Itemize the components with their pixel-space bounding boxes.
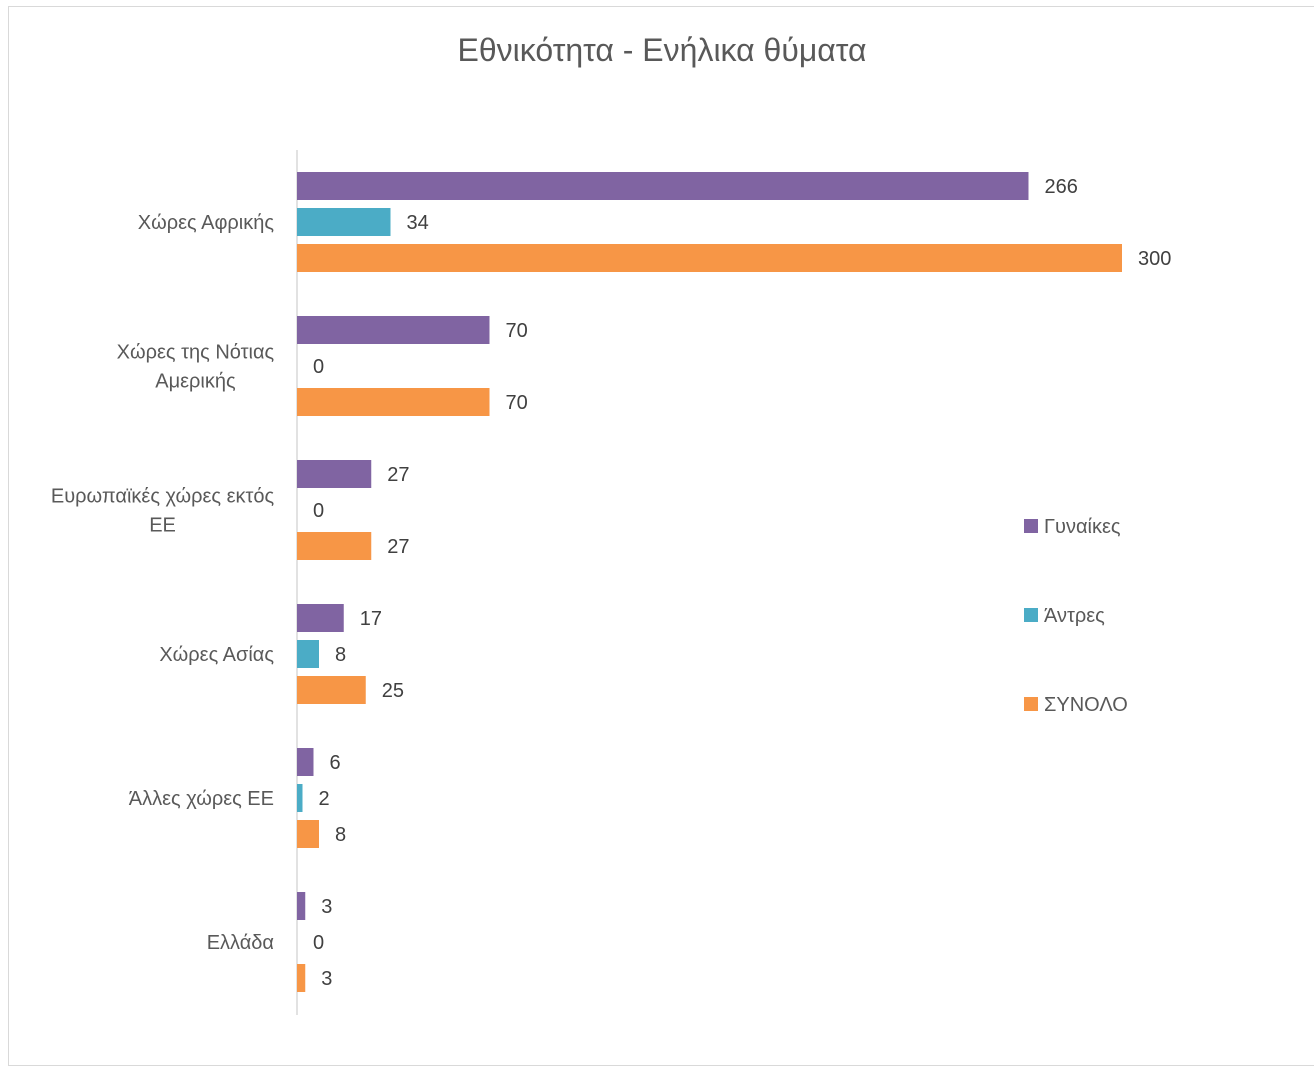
- category-label-2-1: ΕΕ: [149, 515, 176, 537]
- data-label-2-1: 0: [313, 500, 324, 522]
- data-label-3-0: 17: [360, 608, 382, 630]
- data-label-3-2: 25: [382, 680, 404, 702]
- category-label-5-0: Ελλάδα: [207, 932, 274, 954]
- data-label-5-2: 3: [321, 968, 332, 990]
- data-label-1-0: 70: [506, 320, 528, 342]
- legend-swatch-2: [1024, 697, 1038, 711]
- bar-0-1: [297, 208, 391, 236]
- data-label-2-2: 27: [387, 536, 409, 558]
- bars: [297, 172, 1122, 992]
- bar-5-0: [297, 892, 306, 920]
- data-label-2-0: 27: [387, 464, 409, 486]
- data-label-4-2: 8: [335, 824, 346, 846]
- legend-label-2: ΣΥΝΟΛΟ: [1044, 694, 1128, 716]
- data-label-0-1: 34: [407, 212, 429, 234]
- legend-swatch-0: [1024, 519, 1038, 533]
- data-label-3-1: 8: [335, 644, 346, 666]
- data-label-5-1: 0: [313, 932, 324, 954]
- data-label-1-1: 0: [313, 356, 324, 378]
- bar-3-1: [297, 640, 319, 668]
- data-label-5-0: 3: [321, 896, 332, 918]
- category-label-4-0: Άλλες χώρες ΕΕ: [129, 788, 274, 810]
- bar-1-0: [297, 316, 490, 344]
- data-label-4-1: 2: [319, 788, 330, 810]
- category-label-3-0: Χώρες Ασίας: [159, 644, 274, 666]
- category-label-2-0: Ευρωπαϊκές χώρες εκτός: [51, 486, 275, 508]
- bar-0-0: [297, 172, 1029, 200]
- category-labels: Χώρες Αφρικής Χώρες της Νότιας Αμερικής Ευρ…: [51, 212, 275, 954]
- legend-label-1: Άντρες: [1044, 605, 1105, 627]
- category-label-1-1: Αμερικής: [155, 371, 236, 393]
- legend: Γυναίκες Άντρες ΣΥΝΟΛΟ: [1024, 516, 1128, 716]
- data-label-0-2: 300: [1138, 248, 1171, 270]
- data-label-0-0: 266: [1045, 176, 1078, 198]
- bar-4-1: [297, 784, 303, 812]
- bar-2-0: [297, 460, 372, 488]
- bar-5-2: [297, 964, 306, 992]
- bar-3-2: [297, 676, 366, 704]
- bar-1-2: [297, 388, 490, 416]
- bar-4-2: [297, 820, 319, 848]
- legend-swatch-1: [1024, 608, 1038, 622]
- category-label-0-0: Χώρες Αφρικής: [138, 212, 275, 234]
- bar-2-2: [297, 532, 372, 560]
- bar-4-0: [297, 748, 314, 776]
- category-label-1-0: Χώρες της Νότιας: [117, 342, 275, 364]
- data-label-4-0: 6: [330, 752, 341, 774]
- data-label-1-2: 70: [506, 392, 528, 414]
- chart-title: Εθνικότητα - Ενήλικα θύματα: [458, 32, 867, 68]
- bar-3-0: [297, 604, 344, 632]
- legend-label-0: Γυναίκες: [1044, 516, 1121, 538]
- bar-0-2: [297, 244, 1122, 272]
